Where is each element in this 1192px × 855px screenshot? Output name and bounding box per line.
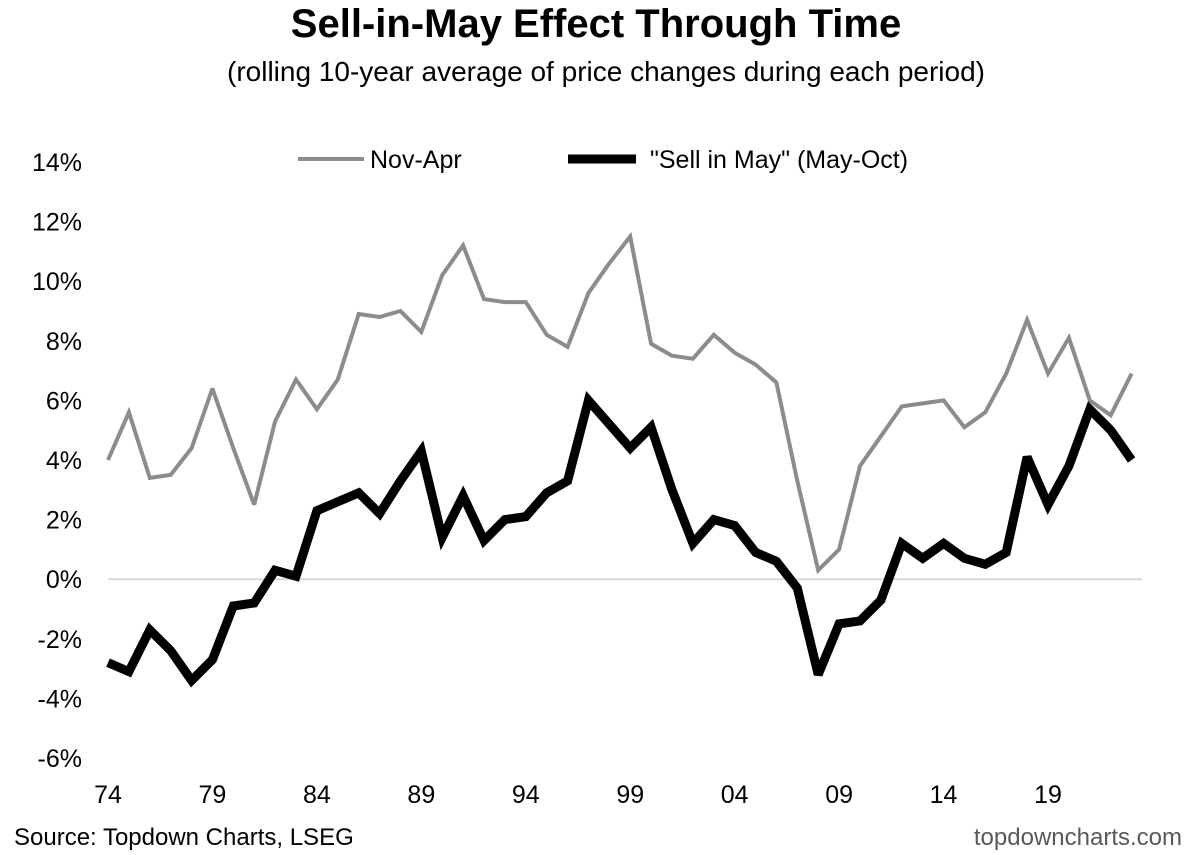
y-axis-ticks: -6% -4% -2% 0% 2% 4% 6% 8% 10% 12% 14% bbox=[32, 149, 82, 773]
series-line-sell-in-may bbox=[106, 391, 1136, 688]
y-tick-label: 4% bbox=[46, 447, 82, 475]
y-tick-label: -6% bbox=[38, 745, 82, 773]
x-tick-label: 14 bbox=[930, 781, 958, 809]
series-line-nov-apr bbox=[106, 231, 1134, 575]
x-tick-label: 09 bbox=[825, 781, 853, 809]
legend: Nov-Apr "Sell in May" (May-Oct) bbox=[298, 146, 908, 174]
chart-subtitle: (rolling 10-year average of price change… bbox=[227, 56, 985, 87]
x-tick-label: 74 bbox=[94, 781, 122, 809]
legend-label-sell-in-may: "Sell in May" (May-Oct) bbox=[650, 146, 908, 174]
source-note: Source: Topdown Charts, LSEG bbox=[14, 824, 354, 851]
x-tick-label: 94 bbox=[512, 781, 540, 809]
chart-title: Sell-in-May Effect Through Time bbox=[290, 2, 902, 46]
x-tick-label: 99 bbox=[616, 781, 644, 809]
series-lines bbox=[106, 231, 1136, 688]
y-tick-label: 6% bbox=[46, 387, 82, 415]
y-tick-label: 12% bbox=[32, 209, 82, 237]
x-tick-label: 19 bbox=[1034, 781, 1062, 809]
x-axis-ticks: 74 79 84 89 94 99 04 09 14 19 bbox=[94, 781, 1062, 809]
y-tick-label: 10% bbox=[32, 268, 82, 296]
x-tick-label: 04 bbox=[721, 781, 749, 809]
y-tick-label: -2% bbox=[38, 626, 82, 654]
legend-label-nov-apr: Nov-Apr bbox=[370, 146, 462, 174]
x-tick-label: 84 bbox=[303, 781, 331, 809]
y-tick-label: 14% bbox=[32, 149, 82, 177]
y-tick-label: 0% bbox=[46, 566, 82, 594]
y-tick-label: -4% bbox=[38, 685, 82, 713]
watermark: topdowncharts.com bbox=[973, 824, 1182, 851]
y-tick-label: 8% bbox=[46, 328, 82, 356]
x-tick-label: 89 bbox=[407, 781, 435, 809]
x-tick-label: 79 bbox=[199, 781, 227, 809]
y-tick-label: 2% bbox=[46, 507, 82, 535]
